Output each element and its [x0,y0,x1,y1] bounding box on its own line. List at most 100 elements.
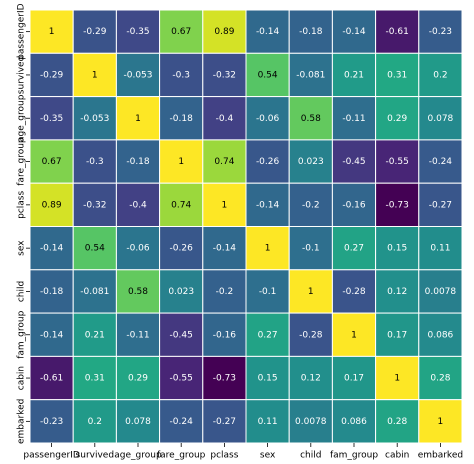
heatmap-cell [245,269,290,314]
cell-label: -0.28 [299,330,323,340]
cell-label: -0.61 [40,374,63,384]
heatmap-cell [331,96,377,141]
heatmap-cell [331,355,377,401]
heatmap-cell [72,312,117,357]
cell-label: 0.023 [168,287,194,297]
cell-label: -0.29 [40,70,64,80]
cell-label: -0.06 [126,244,150,254]
cell-label: 0.17 [387,330,407,340]
y-tick-label: fam_group [17,310,27,358]
cell-label: 0.078 [125,417,151,427]
cell-label: 0.58 [128,287,148,297]
heatmap-cell [375,96,420,141]
cell-label: -0.18 [299,27,323,37]
heatmap-cell [29,139,74,184]
cell-label: -0.32 [213,70,236,80]
y-tick-label: child [17,281,27,302]
cell-label: 0.54 [258,70,278,80]
cell-label: -0.4 [129,200,147,210]
cell-label: 1 [394,374,400,384]
cell-label: 0.21 [85,330,105,340]
heatmap-cell [29,96,74,141]
cell-label: -0.1 [302,244,320,254]
cell-label: 0.023 [298,157,324,167]
cell-label: -0.24 [170,417,194,427]
y-tick-label: age_group [17,94,27,142]
heatmap-cell [72,52,117,98]
cell-label: -0.18 [170,114,194,124]
cell-label: 0.89 [42,200,62,210]
heatmap-cell [115,182,161,227]
heatmap-cell [331,182,377,227]
cell-label: -0.053 [123,70,152,80]
cell-label: -0.73 [213,374,236,384]
x-tick-label: age_group [114,451,162,461]
heatmap-cell [202,312,247,357]
cell-label: -0.23 [429,27,452,37]
cell-label: -0.27 [429,200,452,210]
heatmap-cell [245,312,290,357]
cell-label: -0.26 [256,157,280,167]
cell-label: 0.74 [214,157,234,167]
cell-label: 1 [92,70,98,80]
cell-label: -0.24 [429,157,453,167]
heatmap-cell [288,182,333,227]
heatmap-cell [375,52,420,98]
x-tick-label: survived [76,451,115,461]
cell-label: 0.086 [341,417,367,427]
cell-label: 0.17 [344,374,364,384]
heatmap-cell [288,312,333,357]
cell-label: 0.086 [428,330,454,340]
y-tick-label: survived [17,56,27,95]
cell-label: -0.28 [342,287,366,297]
cell-label: -0.16 [342,200,366,210]
heatmap-cell [159,226,204,271]
y-tick-label: passengerID [17,3,27,59]
heatmap-cell [288,139,333,184]
cell-label: 0.67 [42,157,62,167]
heatmap-cell [29,9,74,54]
cell-label: -0.32 [83,200,106,210]
cell-label: 0.58 [301,114,321,124]
cell-label: -0.14 [256,27,280,37]
cell-label: -0.3 [172,70,190,80]
heatmap-cell [375,139,420,184]
heatmap-cell [375,226,420,271]
cell-label: -0.2 [216,287,234,297]
heatmap-cell [115,226,161,271]
cell-label: -0.55 [386,157,409,167]
heatmap-cell [331,52,377,98]
heatmap-cell [375,312,420,357]
heatmap-cell [375,269,420,314]
cell-label: 0.31 [387,70,407,80]
heatmap-cell [418,139,463,184]
cell-label: 0.31 [85,374,105,384]
heatmap-cell [202,355,247,401]
heatmap-cell [375,182,420,227]
heatmap-cell [331,269,377,314]
cell-label: 0.27 [344,244,364,254]
heatmap-cell [115,355,161,401]
x-tick-label: passengerID [23,451,79,461]
cell-label: -0.1 [259,287,277,297]
heatmap-cell [159,269,204,314]
cell-label: -0.26 [170,244,194,254]
cell-label: 0.89 [214,27,234,37]
cell-label: -0.081 [296,70,325,80]
cell-label: -0.14 [342,27,366,37]
heatmap-cell [245,226,290,271]
heatmap-cell [159,312,204,357]
cell-label: -0.29 [83,27,107,37]
cell-label: 1 [438,417,444,427]
x-tick-label: sex [260,451,276,461]
cell-label: 0.54 [85,244,105,254]
cell-label: -0.14 [40,244,64,254]
cell-label: 0.74 [171,200,191,210]
cell-label: -0.45 [342,157,365,167]
cell-label: -0.053 [80,114,109,124]
cell-label: 1 [135,114,141,124]
cell-label: 0.11 [430,244,450,254]
cell-label: 1 [308,287,314,297]
cell-label: -0.73 [386,200,409,210]
heatmap-cell [331,312,377,357]
